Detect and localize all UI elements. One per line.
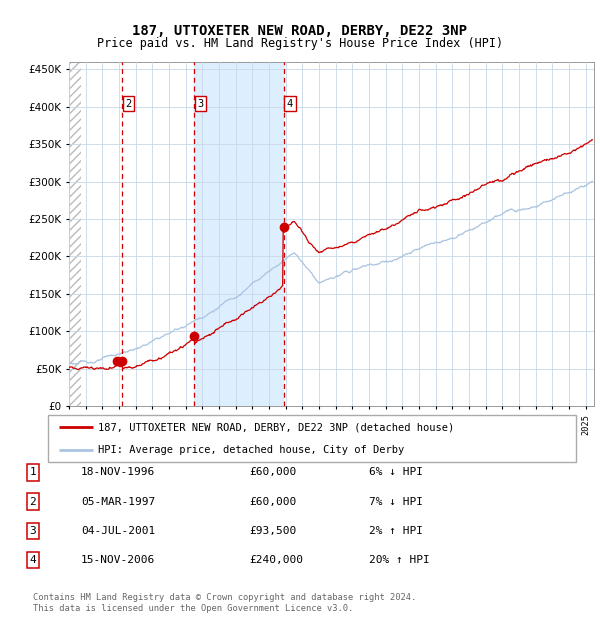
Text: 20% ↑ HPI: 20% ↑ HPI [369,555,430,565]
Text: 6% ↓ HPI: 6% ↓ HPI [369,467,423,477]
Bar [69,62,80,406]
Text: HPI: Average price, detached house, City of Derby: HPI: Average price, detached house, City… [98,445,404,455]
Text: £240,000: £240,000 [249,555,303,565]
Text: 4: 4 [29,555,37,565]
Text: 3: 3 [197,99,203,109]
Text: 187, UTTOXETER NEW ROAD, DERBY, DE22 3NP (detached house): 187, UTTOXETER NEW ROAD, DERBY, DE22 3NP… [98,422,454,432]
Text: 15-NOV-2006: 15-NOV-2006 [81,555,155,565]
Text: 3: 3 [29,526,37,536]
Bar [194,62,283,406]
Text: 1: 1 [29,467,37,477]
Text: 2% ↑ HPI: 2% ↑ HPI [369,526,423,536]
Text: 05-MAR-1997: 05-MAR-1997 [81,497,155,507]
Text: 7% ↓ HPI: 7% ↓ HPI [369,497,423,507]
Text: 4: 4 [287,99,293,109]
Text: 2: 2 [125,99,131,109]
Text: 187, UTTOXETER NEW ROAD, DERBY, DE22 3NP: 187, UTTOXETER NEW ROAD, DERBY, DE22 3NP [133,24,467,38]
Text: Price paid vs. HM Land Registry's House Price Index (HPI): Price paid vs. HM Land Registry's House … [97,37,503,50]
Text: 2: 2 [29,497,37,507]
Text: Contains HM Land Registry data © Crown copyright and database right 2024.
This d: Contains HM Land Registry data © Crown c… [33,593,416,613]
FancyBboxPatch shape [48,415,576,462]
Text: 04-JUL-2001: 04-JUL-2001 [81,526,155,536]
Text: 18-NOV-1996: 18-NOV-1996 [81,467,155,477]
Text: £60,000: £60,000 [249,467,296,477]
Text: £93,500: £93,500 [249,526,296,536]
Text: £60,000: £60,000 [249,497,296,507]
